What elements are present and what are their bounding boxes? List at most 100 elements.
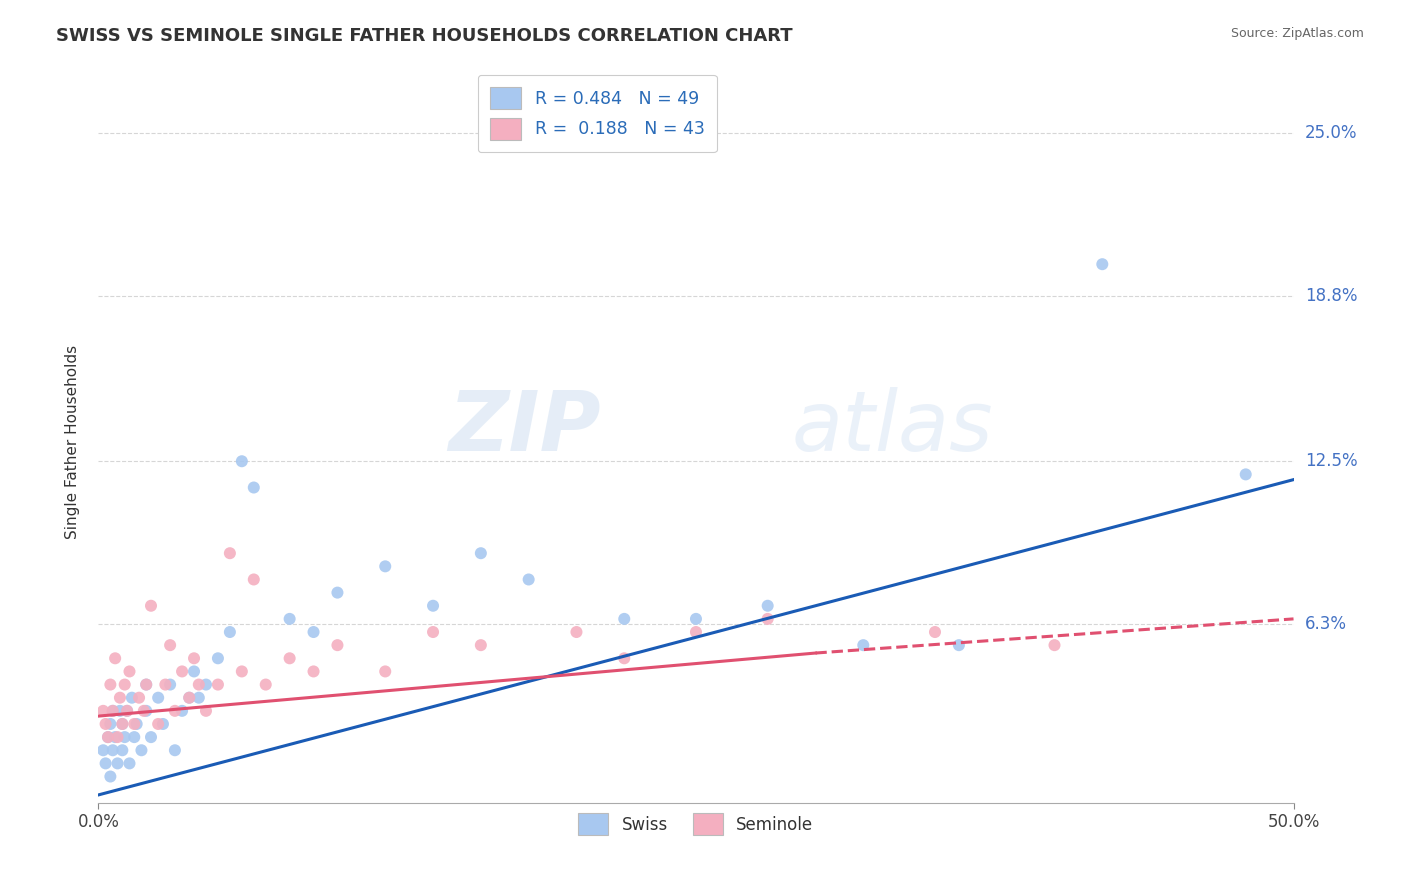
Point [183, 665, 205, 679]
Legend: Swiss, Seminole: Swiss, Seminole [572, 806, 820, 841]
Text: SWISS VS SEMINOLE SINGLE FATHER HOUSEHOLDS CORRELATION CHART: SWISS VS SEMINOLE SINGLE FATHER HOUSEHOL… [56, 27, 793, 45]
Point [278, 612, 301, 626]
Point [155, 677, 177, 691]
Point [302, 625, 325, 640]
Point [132, 704, 155, 718]
Point [1091, 257, 1114, 271]
Point [470, 546, 492, 560]
Text: 25.0%: 25.0% [1305, 124, 1357, 142]
Point [118, 665, 141, 679]
Point [98, 717, 122, 731]
Point [374, 559, 396, 574]
Point [207, 677, 229, 691]
Point [114, 730, 136, 744]
Point [107, 756, 129, 771]
Point [135, 677, 157, 691]
Point [94, 717, 117, 731]
Point [101, 704, 124, 718]
Point [219, 546, 242, 560]
Point [124, 717, 146, 731]
Point [148, 690, 170, 705]
Text: 18.8%: 18.8% [1305, 286, 1357, 305]
Point [302, 665, 325, 679]
Point [172, 704, 194, 718]
Text: 6.3%: 6.3% [1305, 615, 1347, 633]
Point [114, 677, 136, 691]
Point [111, 717, 134, 731]
Point [125, 717, 148, 731]
Point [179, 690, 201, 705]
Point [243, 573, 266, 587]
Point [278, 651, 301, 665]
Point [111, 743, 134, 757]
Point [94, 756, 117, 771]
Point [118, 756, 141, 771]
Point [97, 730, 120, 744]
Point [131, 743, 153, 757]
Text: 12.5%: 12.5% [1305, 452, 1357, 470]
Point [565, 625, 588, 640]
Point [163, 743, 186, 757]
Point [121, 690, 143, 705]
Point [98, 770, 122, 784]
Point [1234, 467, 1257, 482]
Point [948, 638, 970, 652]
Point [139, 730, 162, 744]
Point [613, 651, 636, 665]
Point [172, 665, 194, 679]
Point [98, 677, 122, 691]
Point [91, 704, 114, 718]
Point [374, 665, 396, 679]
Point [924, 625, 946, 640]
Point [139, 599, 162, 613]
Y-axis label: Single Father Households: Single Father Households [65, 344, 80, 539]
Point [231, 454, 253, 468]
Point [422, 599, 444, 613]
Point [135, 677, 157, 691]
Point [183, 651, 205, 665]
Point [187, 677, 209, 691]
Point [470, 638, 492, 652]
Point [108, 690, 131, 705]
Point [101, 704, 124, 718]
Point [852, 638, 875, 652]
Point [195, 704, 218, 718]
Point [104, 651, 127, 665]
Point [163, 704, 186, 718]
Point [107, 730, 129, 744]
Point [179, 690, 201, 705]
Point [124, 730, 146, 744]
Point [91, 743, 114, 757]
Point [104, 730, 127, 744]
Point [115, 704, 138, 718]
Text: Source: ZipAtlas.com: Source: ZipAtlas.com [1230, 27, 1364, 40]
Point [115, 704, 138, 718]
Point [685, 612, 707, 626]
Point [159, 677, 181, 691]
Point [195, 677, 218, 691]
Point [187, 690, 209, 705]
Point [148, 717, 170, 731]
Point [159, 638, 181, 652]
Point [685, 625, 707, 640]
Point [613, 612, 636, 626]
Point [243, 481, 266, 495]
Point [254, 677, 277, 691]
Point [111, 717, 134, 731]
Point [756, 599, 779, 613]
Point [1043, 638, 1066, 652]
Text: ZIP: ZIP [447, 386, 600, 467]
Point [231, 665, 253, 679]
Point [128, 690, 150, 705]
Point [108, 704, 131, 718]
Point [326, 585, 349, 599]
Point [422, 625, 444, 640]
Point [207, 651, 229, 665]
Point [219, 625, 242, 640]
Point [517, 573, 540, 587]
Point [97, 730, 120, 744]
Point [135, 704, 157, 718]
Point [101, 743, 124, 757]
Point [326, 638, 349, 652]
Text: atlas: atlas [792, 386, 993, 467]
